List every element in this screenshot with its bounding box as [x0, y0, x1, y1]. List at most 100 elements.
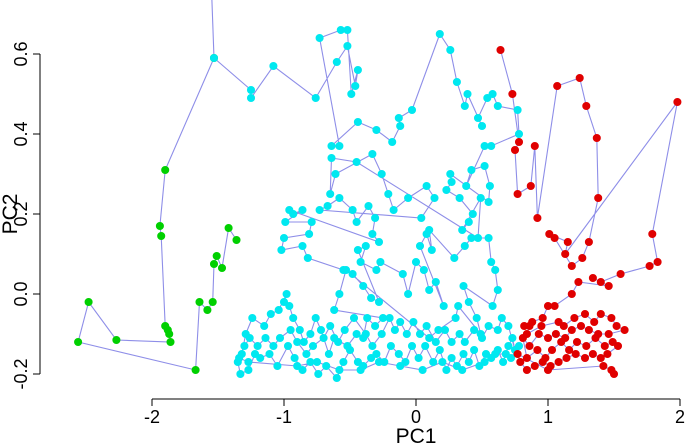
series-1-point-2: [246, 93, 256, 103]
series-1-point-43: [455, 193, 464, 203]
series-2-point-55: [534, 329, 543, 339]
series-1-point-237: [514, 341, 524, 351]
series-0-point-19: [224, 223, 233, 233]
series-1-point-84: [374, 297, 384, 307]
series-1-point-223: [244, 357, 253, 367]
series-2-point-44: [607, 313, 616, 323]
series-1-point-213: [302, 349, 311, 359]
series-0-point-20: [232, 235, 241, 245]
series-1-point-102: [460, 241, 469, 251]
series-1-point-36: [467, 165, 476, 175]
series-1-point-150: [283, 341, 293, 351]
series-1-point-82: [359, 281, 368, 291]
series-1-point-204: [377, 329, 386, 339]
x-axis-title: PC1: [396, 425, 437, 445]
series-2-point-83: [543, 365, 553, 375]
series-0-point-15: [208, 297, 217, 307]
series-1-point-177: [470, 345, 479, 355]
series-2-point-41: [580, 309, 590, 319]
series-0-point-12: [191, 365, 200, 375]
series-1-point-23: [452, 77, 461, 87]
series-1-point-24: [460, 101, 469, 111]
series-2-point-65: [582, 341, 591, 351]
series-1-point-225: [312, 357, 322, 367]
series-1-point-109: [459, 281, 468, 291]
series-1-point-66: [364, 201, 373, 211]
series-1-point-154: [314, 369, 323, 379]
series-1-point-117: [341, 265, 351, 275]
series-2-point-37: [537, 321, 546, 331]
series-1-point-57: [404, 193, 413, 203]
series-2-point-14: [578, 253, 587, 263]
series-1-point-17: [388, 137, 397, 147]
series-1-point-212: [308, 341, 318, 351]
series-2-point-0: [496, 45, 505, 55]
series-1-point-97: [415, 241, 425, 251]
series-1-point-139: [260, 321, 269, 331]
x-tick-label: 2: [675, 407, 685, 427]
series-1-point-86: [361, 241, 370, 251]
series-1-point-22: [446, 45, 455, 55]
series-1-point-56: [389, 205, 398, 215]
series-0-point-16: [209, 259, 219, 269]
series-1-point-196: [431, 337, 440, 347]
series-1-point-4: [311, 93, 320, 103]
series-1-point-151: [290, 353, 299, 363]
series-0-point-4: [157, 231, 166, 241]
series-2-point-26: [588, 273, 597, 283]
series-1-point-26: [477, 121, 487, 131]
series-2-point-21: [648, 229, 657, 239]
series-1-point-51: [326, 189, 335, 199]
series-1-point-167: [407, 341, 417, 351]
series-1-point-60: [417, 213, 426, 223]
series-1-point-182: [499, 357, 508, 367]
series-2-point-54: [543, 333, 553, 343]
series-1-point-193: [455, 329, 464, 339]
series-1-point-3: [269, 61, 278, 71]
series-1-point-209: [334, 337, 343, 347]
series-2-point-7: [533, 213, 542, 223]
series-0-point-13: [195, 297, 204, 307]
series-1-point-201: [396, 317, 405, 327]
series-2-point-35: [525, 321, 534, 331]
series-1-point-226: [335, 365, 344, 375]
series-2-point-71: [596, 353, 605, 363]
series-1-point-53: [368, 149, 377, 159]
series-1-point-137: [274, 305, 283, 315]
series-1-point-77: [277, 245, 286, 255]
series-2-point-82: [513, 349, 522, 359]
series-1-point-161: [367, 353, 376, 363]
series-1-point-165: [394, 349, 403, 359]
series-1-point-75: [305, 229, 314, 239]
series-1-point-232: [458, 365, 467, 375]
series-1-point-186: [504, 321, 513, 331]
series-0-point-10: [84, 297, 93, 307]
series-1-point-227: [356, 365, 365, 375]
series-1-point-230: [418, 365, 427, 375]
series-2-point-40: [570, 313, 579, 323]
series-2-point-69: [613, 341, 623, 351]
series-1-point-99: [427, 245, 436, 255]
series-1-point-229: [396, 361, 405, 371]
series-2-point-68: [608, 337, 617, 347]
series-1-point-55: [384, 189, 393, 199]
series-2-point-81: [516, 357, 525, 367]
series-1-point-207: [349, 313, 359, 323]
series-0-point-8: [166, 337, 175, 347]
series-0-point-18: [217, 263, 227, 273]
series-1-point-12: [315, 33, 324, 43]
series-1-point-183: [504, 341, 513, 351]
series-1-point-164: [386, 341, 395, 351]
series-2-point-63: [565, 345, 574, 355]
series-2-point-16: [550, 233, 559, 243]
series-2-point-11: [592, 133, 601, 143]
series-2-point-24: [616, 269, 625, 279]
series-2-point-39: [559, 321, 568, 331]
series-1-point-155: [322, 361, 331, 371]
series-1-point-27: [473, 113, 483, 123]
series-1-point-5: [332, 57, 341, 67]
series-1-point-130: [306, 329, 315, 339]
series-1-point-216: [275, 333, 285, 343]
series-1-point-20: [407, 105, 417, 115]
series-1-point-47: [476, 193, 485, 203]
